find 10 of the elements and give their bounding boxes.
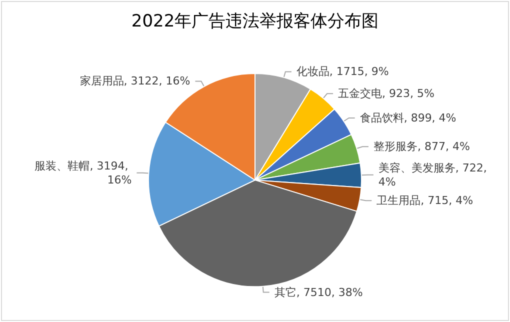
slice-label: 服装、鞋帽, 3194, 16%: [34, 159, 132, 186]
slice-label: 化妆品, 1715, 9%: [296, 65, 389, 78]
chart-title: 2022年广告违法举报客体分布图: [131, 12, 379, 32]
slice-label: 整形服务, 877, 4%: [373, 140, 470, 154]
slice-label: 家居用品, 3122, 16%: [80, 74, 190, 88]
slice-label: 食品饮料, 899, 4%: [360, 111, 456, 124]
slice-label: 美容、美发服务, 722, 4%: [378, 161, 490, 188]
slice-label: 五金交电, 923, 5%: [338, 87, 434, 100]
slice-label: 卫生用品, 715, 4%: [376, 194, 474, 208]
slice-label: 其它, 7510, 38%: [274, 286, 363, 299]
